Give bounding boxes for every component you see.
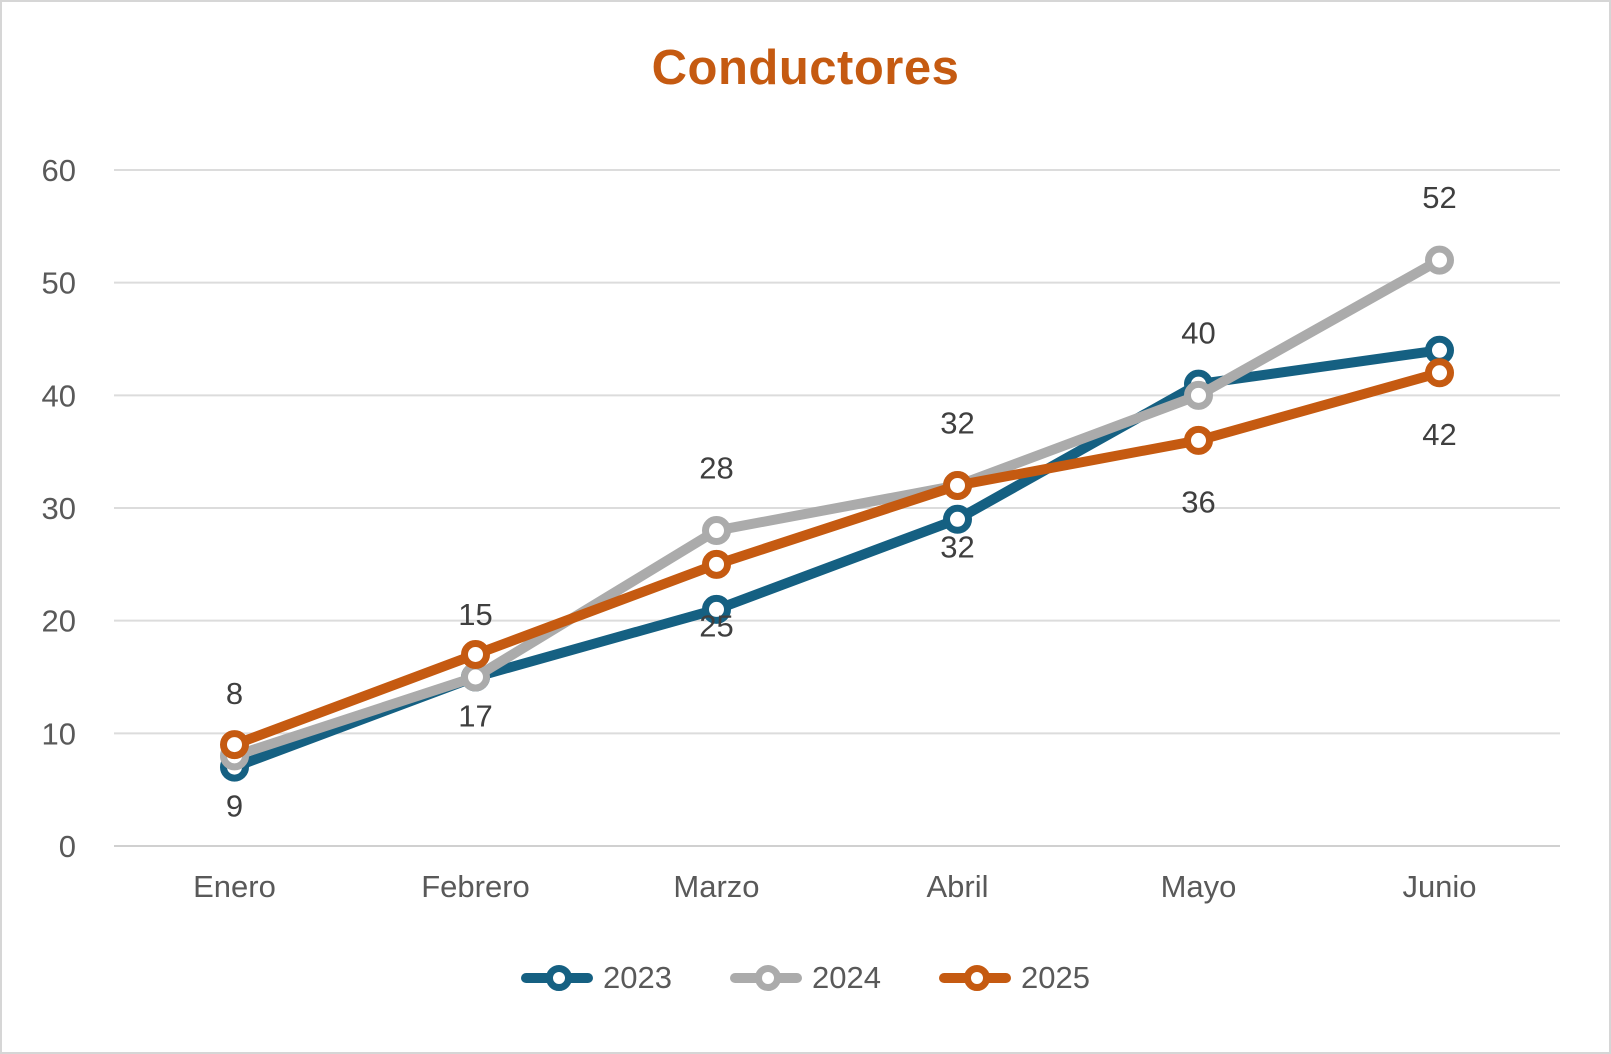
chart-legend: 2023 2024 2025 [2,962,1609,993]
data-label-2024: 28 [699,451,733,486]
data-point-marker-2025 [702,549,731,579]
legend-marker-2024-icon [730,964,803,991]
legend-label-2024: 2024 [812,960,881,995]
x-axis-category-label: Junio [1402,869,1476,904]
data-label-2024: 40 [1181,315,1215,350]
data-point-marker-2024 [702,516,731,546]
y-axis-tick-label: 20 [42,604,76,639]
data-point-marker-2024 [1184,380,1213,410]
data-label-2024: 15 [458,597,492,632]
data-label-2024: 52 [1422,180,1456,215]
data-label-2025: 42 [1422,417,1456,452]
data-point-marker-2023 [1425,335,1454,365]
data-label-2025: 9 [226,789,243,824]
y-axis-tick-label: 50 [42,266,76,301]
data-point-marker-2025 [943,470,972,500]
data-point-marker-2024 [1425,245,1454,275]
x-axis-category-label: Mayo [1161,869,1237,904]
legend-label-2023: 2023 [603,960,673,995]
y-axis-tick-label: 10 [42,716,76,751]
data-label-2024: 32 [940,405,974,440]
x-axis-category-label: Enero [193,869,276,904]
y-axis-tick-label: 40 [42,378,76,413]
x-axis-category-label: Febrero [421,869,530,904]
data-point-marker-2025 [220,730,249,760]
data-label-2025: 32 [940,529,974,564]
data-point-marker-2025 [461,639,490,669]
series-line-2025 [229,367,1445,750]
data-label-2025: 25 [699,608,733,643]
chart-title: Conductores [651,41,960,95]
data-label-2024: 8 [226,676,243,711]
y-axis-tick-label: 60 [42,153,76,188]
legend-item-2023[interactable]: 2023 [521,962,672,993]
data-point-marker-2025 [1425,358,1454,388]
legend-label-2025: 2025 [1020,960,1090,995]
legend-marker-2023-icon [521,964,594,991]
series-line-2024 [229,255,1445,761]
data-label-2025: 17 [458,698,492,733]
legend-marker-2025-icon [938,964,1011,991]
data-label-2025: 36 [1181,484,1215,519]
x-axis-category-label: Marzo [673,869,759,904]
data-point-marker-2023 [702,594,731,624]
data-point-marker-2024 [461,662,490,692]
y-axis-tick-label: 0 [59,829,76,864]
legend-item-2024[interactable]: 2024 [730,962,881,993]
y-axis-tick-label: 30 [42,491,76,526]
data-point-marker-2023 [943,504,972,534]
series-line-2023 [229,345,1445,773]
legend-item-2025[interactable]: 2025 [938,960,1090,995]
data-point-marker-2025 [1184,425,1213,455]
x-axis-category-label: Abril [926,869,988,904]
